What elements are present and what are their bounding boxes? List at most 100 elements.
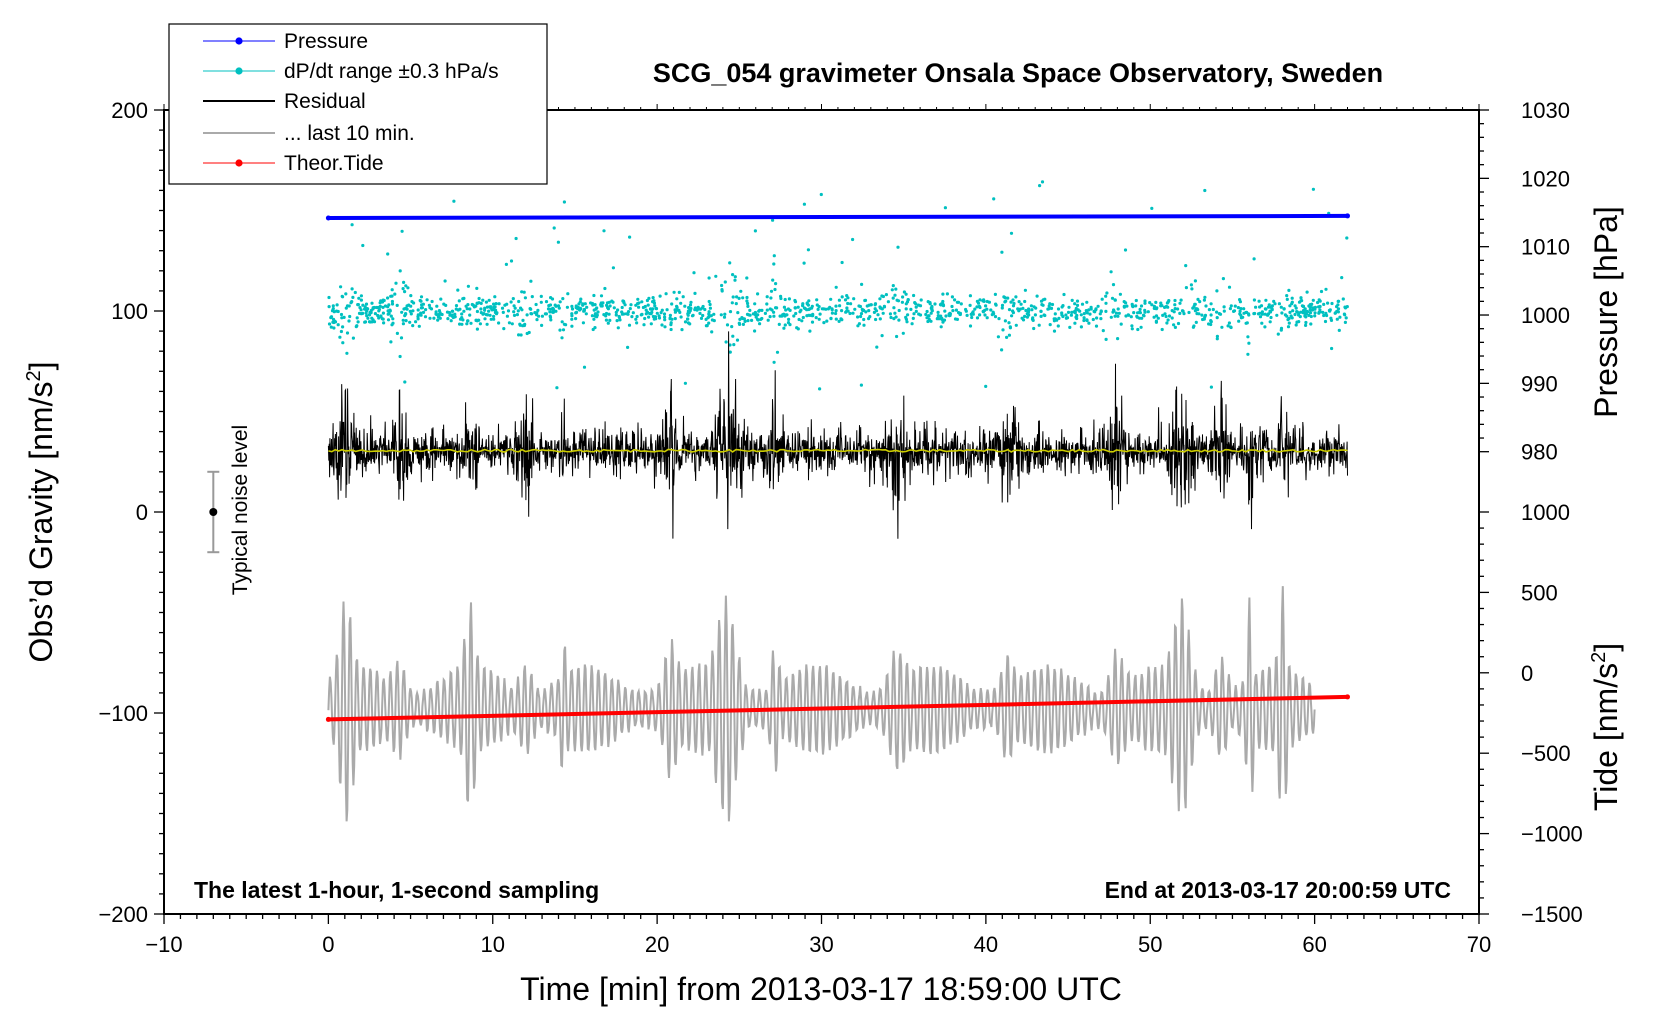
dpdt-point: [679, 315, 683, 319]
dpdt-point: [1333, 311, 1337, 315]
dpdt-point: [401, 287, 405, 291]
dpdt-point: [693, 291, 697, 295]
dpdt-point: [1317, 305, 1321, 309]
dpdt-point: [1155, 306, 1159, 310]
dpdt-point: [1304, 323, 1308, 327]
dpdt-point: [1089, 305, 1093, 309]
dpdt-point: [577, 302, 581, 306]
dpdt-point: [395, 331, 399, 335]
dpdt-point: [1104, 294, 1108, 298]
dpdt-point: [1343, 313, 1347, 317]
dpdt-point: [800, 319, 804, 323]
dpdt-point: [345, 331, 350, 335]
dpdt-point: [356, 303, 360, 307]
dpdt-point: [942, 318, 947, 322]
dpdt-point: [808, 329, 812, 333]
legend-item-pressure: Pressure: [203, 30, 368, 53]
dpdt-point: [1166, 300, 1170, 304]
pressure-tick-label: 990: [1521, 371, 1558, 396]
dpdt-point: [584, 312, 588, 316]
dpdt-point: [1290, 302, 1294, 306]
dpdt-point: [1012, 301, 1016, 306]
dpdt-point: [364, 311, 368, 315]
dpdt-point: [774, 282, 778, 286]
dpdt-point: [853, 307, 857, 311]
dpdt-point: [618, 318, 622, 322]
dpdt-point: [373, 312, 377, 316]
dpdt-point: [529, 279, 533, 283]
dpdt-point: [359, 294, 363, 298]
dpdt-point: [1154, 320, 1158, 324]
dpdt-point: [1345, 236, 1349, 240]
dpdt-point: [478, 322, 482, 326]
dpdt-point: [421, 310, 426, 314]
dpdt-point: [1085, 310, 1089, 314]
dpdt-point: [1229, 304, 1233, 308]
dpdt-point: [772, 262, 776, 266]
dpdt-point: [554, 309, 558, 313]
dpdt-point: [683, 320, 688, 324]
dpdt-point: [1073, 309, 1077, 313]
dpdt-point: [880, 334, 884, 338]
dpdt-point: [802, 202, 807, 206]
dpdt-point: [890, 288, 894, 292]
dpdt-point: [1138, 310, 1142, 314]
dpdt-point: [643, 316, 647, 321]
dpdt-point: [1087, 308, 1091, 312]
dpdt-point: [462, 309, 466, 313]
dpdt-point: [363, 320, 367, 324]
dpdt-point: [947, 314, 952, 318]
dpdt-point: [741, 322, 746, 326]
dpdt-point: [1201, 317, 1205, 322]
dpdt-point: [1286, 318, 1290, 322]
dpdt-point: [484, 300, 488, 304]
dpdt-point: [859, 314, 863, 319]
dpdt-point: [910, 322, 914, 326]
x-tick-label: 60: [1302, 932, 1326, 957]
dpdt-point: [636, 297, 640, 301]
dpdt-point: [616, 308, 620, 312]
dpdt-point: [733, 278, 737, 282]
dpdt-point: [676, 308, 680, 312]
dpdt-point: [708, 302, 712, 307]
dpdt-point: [811, 312, 815, 316]
dpdt-point: [1160, 304, 1164, 308]
dpdt-point: [856, 315, 860, 319]
dpdt-point: [1279, 326, 1284, 330]
dpdt-point: [904, 292, 908, 296]
dpdt-point: [663, 315, 667, 319]
dpdt-point: [703, 307, 707, 312]
dpdt-point: [1130, 327, 1134, 331]
dpdt-point: [1124, 301, 1128, 305]
dpdt-point: [1074, 315, 1078, 319]
dpdt-point: [1176, 321, 1181, 326]
left-axis-ticks: 200 100 0 −100 −200: [98, 98, 164, 927]
dpdt-point: [722, 315, 727, 319]
dpdt-point: [944, 314, 948, 318]
dpdt-point: [389, 340, 393, 344]
dpdt-point: [1110, 296, 1115, 300]
dpdt-point: [1164, 314, 1168, 319]
dpdt-point: [732, 343, 736, 347]
dpdt-point: [845, 309, 849, 313]
dpdt-point: [606, 306, 610, 310]
dpdt-point: [361, 243, 365, 248]
dpdt-point: [624, 312, 628, 316]
dpdt-point: [981, 299, 985, 303]
dpdt-point: [902, 290, 907, 294]
dpdt-point: [604, 318, 609, 322]
dpdt-point: [906, 313, 910, 317]
dpdt-point: [984, 384, 988, 388]
dpdt-point: [601, 301, 605, 305]
dpdt-point: [525, 331, 529, 336]
dpdt-point: [1000, 348, 1004, 352]
dpdt-point: [773, 287, 777, 292]
x-axis-title: Time [min] from 2013-03-17 18:59:00 UTC: [520, 971, 1122, 1007]
dpdt-point: [754, 315, 758, 319]
dpdt-point: [1288, 304, 1292, 308]
dpdt-point: [505, 314, 509, 318]
dpdt-point: [856, 324, 860, 328]
dpdt-point: [997, 317, 1001, 321]
dpdt-point: [1321, 310, 1325, 314]
dpdt-point: [1311, 306, 1315, 310]
